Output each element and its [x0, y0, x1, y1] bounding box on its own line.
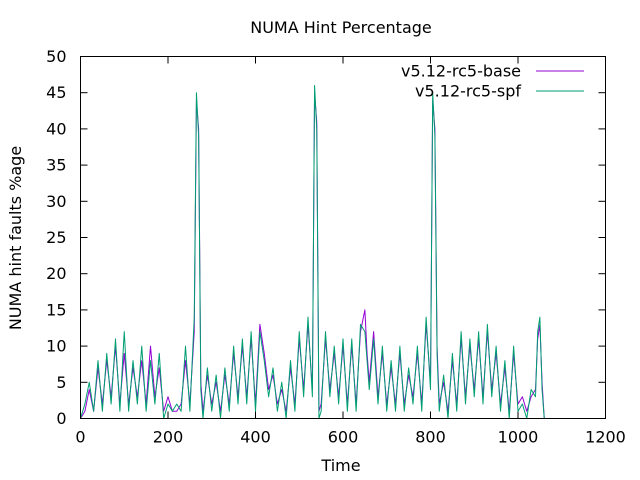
- chart-title: NUMA Hint Percentage: [250, 18, 432, 37]
- y-tick-label: 15: [46, 300, 66, 319]
- legend-label-1: v5.12-rc5-base: [401, 62, 521, 81]
- x-tick-label: 800: [415, 428, 446, 447]
- legend-label-2: v5.12-rc5-spf: [415, 82, 521, 101]
- x-tick-label: 600: [328, 428, 359, 447]
- y-tick-label: 45: [46, 83, 66, 102]
- axis-ticks: 0 5 10 15 20 25 30 35 40 45 50 0 200 400 600 800 1000 120…: [46, 47, 626, 447]
- plot-frame: [80, 56, 606, 419]
- x-tick-label: 200: [153, 428, 184, 447]
- x-tick-label: 1200: [585, 428, 626, 447]
- series-layer: [80, 84, 545, 419]
- x-tick-label: 400: [240, 428, 271, 447]
- x-tick-label: 0: [75, 428, 85, 447]
- y-tick-label: 20: [46, 264, 66, 283]
- series-line-2: [80, 84, 545, 419]
- x-tick-label: 1000: [498, 428, 539, 447]
- y-tick-label: 50: [46, 47, 66, 66]
- y-axis-label: NUMA hint faults %age: [6, 146, 25, 330]
- y-tick-label: 25: [46, 228, 66, 247]
- y-tick-label: 10: [46, 337, 66, 356]
- y-tick-label: 0: [56, 409, 66, 428]
- y-tick-label: 30: [46, 192, 66, 211]
- y-tick-label: 5: [56, 373, 66, 392]
- x-axis-label: Time: [320, 456, 360, 475]
- y-tick-label: 40: [46, 119, 66, 138]
- y-tick-label: 35: [46, 156, 66, 175]
